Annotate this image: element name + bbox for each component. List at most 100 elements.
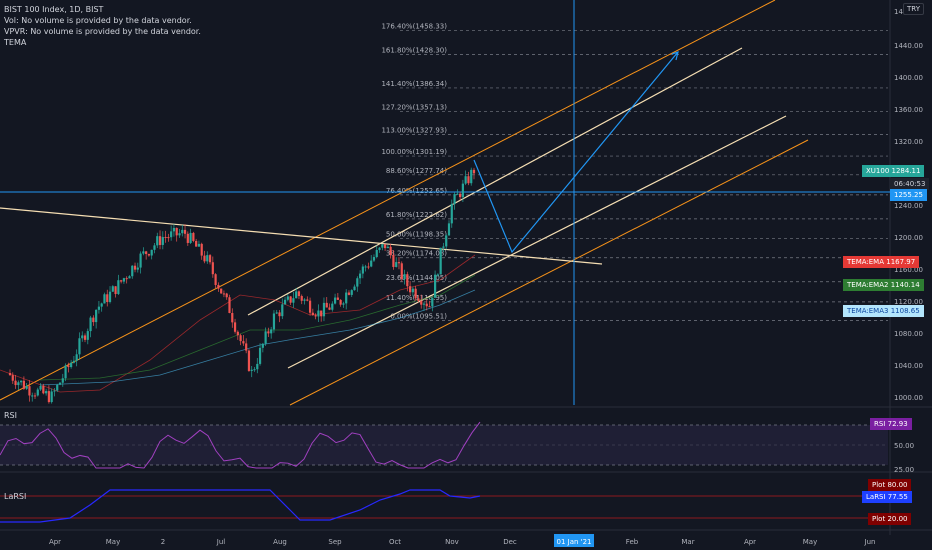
candle-down [83,335,87,340]
candle-down [400,263,403,279]
time-axis-tick: Jun [864,538,876,546]
time-axis-tick: Dec [503,538,517,546]
candle-up [131,265,134,277]
candle-up [81,335,84,339]
price-axis-tick: 1360.00 [894,106,923,114]
candle-up [445,235,448,247]
candle-up [25,386,28,389]
candle-up [375,249,378,258]
candle-up [78,338,81,355]
candle-up [56,384,59,391]
channel-upper-line[interactable] [0,0,776,401]
ema2-line [39,274,476,381]
candle-down [239,335,242,342]
candle-down [367,266,370,268]
price-axis-tick: 1200.00 [894,234,923,242]
legend-vpvr[interactable]: VPVR: No volume is provided by the data … [4,27,201,36]
candlestick-series [8,167,476,404]
time-axis-tick: 01 Jan '21 [557,538,592,546]
fib-level-label: 0.00%(1095.51) [390,313,447,321]
candle-up [117,280,120,295]
price-axis-tick: 1080.00 [894,330,923,338]
candle-up [317,310,320,317]
rsi-pane-label: RSI [4,411,17,420]
candle-down [267,331,270,334]
candle-down [459,193,462,198]
price-channel[interactable] [0,0,809,406]
legend-title[interactable]: BIST 100 Index, 1D, BIST [4,5,104,14]
channel-inner-lower[interactable] [287,115,787,369]
candle-up [86,331,89,340]
candle-up [161,237,164,245]
fib-level-label: 38.20%(1174.08) [386,250,447,258]
candle-up [39,386,42,390]
candle-down [420,300,423,305]
candle-down [311,312,314,316]
candle-down [242,341,245,344]
candle-down [145,251,148,255]
price-axis-tick: 1240.00 [894,202,923,210]
candle-down [247,350,251,371]
plot-lower-label: Plot [872,515,886,523]
candle-up [295,291,298,299]
price-axis-tick: 1400.00 [894,74,923,82]
candle-up [322,302,326,317]
symbol-tag-label: XU100 [866,167,890,175]
candle-down [245,343,248,351]
candle-up [136,267,139,270]
time-axis-tick: Apr [744,538,756,546]
descending-trendline[interactable] [0,207,603,265]
time-axis-tick: Jul [216,538,226,546]
rsi-tag-value: 72.93 [887,420,908,428]
fib-level-label: 100.00%(1301.19) [381,148,447,156]
candle-down [158,236,162,245]
price-axis-tick: 1120.00 [894,298,923,306]
price-axis[interactable]: 1460.001440.001400.001360.001320.001280.… [894,8,923,402]
candle-up [422,303,426,305]
projection-arrowhead [671,51,679,61]
candle-up [181,229,184,234]
candle-up [350,290,353,295]
candle-down [67,365,70,368]
candle-up [97,306,101,310]
candle-down [47,391,50,403]
candle-down [192,232,195,241]
ema-line [0,254,476,393]
time-axis[interactable]: Apr May 2 Jul Aug Sep Oct Nov Dec 01 Jan '21 Feb Ma… [49,534,876,547]
candle-up [353,286,356,291]
candle-down [183,229,187,234]
candle-down [133,265,137,270]
channel-lower-line[interactable] [289,139,809,406]
time-axis-tick: Feb [626,538,639,546]
projection-path[interactable] [473,51,679,254]
currency-badge[interactable]: TRY [903,3,924,15]
candle-up [283,299,287,305]
rsi-axis[interactable]: 50.00 25.00 [894,442,914,474]
crosshair-price-tag: 1255.25 [890,189,927,201]
plot-lower-tag: Plot 20.00 [868,513,912,525]
candle-down [92,317,95,323]
tema-ema2-value: 1140.14 [890,281,920,289]
candle-up [89,317,92,332]
legend-vol[interactable]: Vol: No volume is provided by the data v… [4,16,192,25]
candle-up [20,380,23,383]
plot-upper-value: 80.00 [887,481,908,489]
candle-up [447,223,451,236]
candle-up [122,278,126,282]
fib-retracement[interactable]: 176.40%(1458.33) 161.80%(1428.30) 141.40%(… [381,22,888,321]
rsi-axis-tick: 50.00 [894,442,914,450]
rsi-axis-tick: 25.00 [894,466,914,474]
candle-down [467,176,470,184]
candle-up [450,204,453,224]
channel-inner-upper[interactable] [247,47,743,316]
symbol-tag-value: 1284.11 [891,167,921,175]
candle-down [297,291,301,297]
candle-down [336,297,339,300]
plot-upper-tag: Plot 80.00 [868,479,912,491]
candle-up [189,232,192,243]
legend-tema[interactable]: TEMA [4,38,27,47]
tema-ema-tag: TEMA:EMA 1167.97 [843,256,920,268]
candle-up [95,309,98,323]
price-axis-tick: 1040.00 [894,362,923,370]
